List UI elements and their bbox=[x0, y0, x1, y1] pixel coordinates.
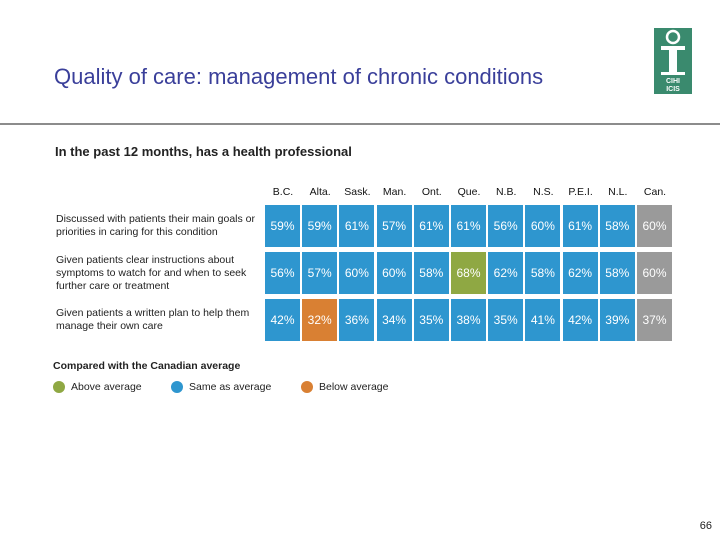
legend-same: Same as average bbox=[171, 381, 271, 393]
legend-same-label: Same as average bbox=[189, 381, 272, 393]
value-cell: 36% bbox=[339, 299, 375, 341]
value-cell: 34% bbox=[376, 299, 412, 341]
value-cell: 41% bbox=[525, 299, 561, 341]
value-cell: 61% bbox=[339, 205, 375, 247]
slide-title: Quality of care: management of chronic c… bbox=[54, 64, 544, 89]
value-cell: 38% bbox=[451, 299, 486, 341]
value-cell: 60% bbox=[637, 205, 672, 247]
column-header: Alta. bbox=[309, 186, 331, 198]
column-header: N.B. bbox=[495, 186, 517, 198]
value-cell: 42% bbox=[265, 299, 300, 341]
column-header: Que. bbox=[457, 186, 481, 198]
value-cell: 57% bbox=[376, 205, 412, 247]
value-cell: 68% bbox=[451, 252, 486, 294]
value-cell: 59% bbox=[265, 205, 300, 247]
value-cell: 61% bbox=[413, 205, 449, 247]
value-cell: 35% bbox=[413, 299, 449, 341]
value-cell: 62% bbox=[562, 252, 598, 294]
question-subtitle: In the past 12 months, has a health prof… bbox=[55, 144, 352, 159]
legend-above: Above average bbox=[53, 381, 142, 393]
page-number: 66 bbox=[699, 520, 712, 532]
value-cell: 58% bbox=[525, 252, 561, 294]
cihi-logo: CIHI ICIS bbox=[654, 28, 692, 94]
column-header: Sask. bbox=[344, 186, 371, 198]
value-cell: 59% bbox=[302, 205, 338, 247]
value-cell: 37% bbox=[637, 299, 672, 341]
logo-line1: CIHI bbox=[666, 78, 680, 85]
orange-dot-icon bbox=[301, 381, 313, 393]
row-label: Discussed with patients their main goals… bbox=[56, 213, 256, 238]
value-cell: 58% bbox=[413, 252, 449, 294]
logo-line2: ICIS bbox=[666, 86, 680, 93]
row-label: Given patients clear instructions about … bbox=[56, 254, 247, 292]
value-cell: 62% bbox=[488, 252, 524, 294]
value-cell: 61% bbox=[562, 205, 598, 247]
value-cell: 39% bbox=[599, 299, 635, 341]
column-header: N.S. bbox=[533, 186, 554, 198]
column-header: B.C. bbox=[272, 186, 294, 198]
value-cell: 32% bbox=[302, 299, 338, 341]
value-cell: 57% bbox=[302, 252, 338, 294]
legend-below-label: Below average bbox=[319, 381, 389, 393]
legend-title: Compared with the Canadian average bbox=[53, 360, 241, 372]
value-cell: 61% bbox=[451, 205, 486, 247]
column-header: Can. bbox=[643, 186, 667, 198]
row-label: Given patients a written plan to help th… bbox=[56, 307, 250, 332]
value-cell: 58% bbox=[599, 252, 635, 294]
value-cell: 60% bbox=[637, 252, 672, 294]
column-header: Ont. bbox=[421, 186, 442, 198]
value-cell: 56% bbox=[265, 252, 300, 294]
value-cell: 60% bbox=[525, 205, 561, 247]
title-divider bbox=[0, 123, 720, 125]
legend-below: Below average bbox=[301, 381, 388, 393]
value-cell: 60% bbox=[339, 252, 375, 294]
column-header: P.E.I. bbox=[568, 186, 593, 198]
green-dot-icon bbox=[53, 381, 65, 393]
legend-above-label: Above average bbox=[71, 381, 142, 393]
column-header: N.L. bbox=[608, 186, 628, 198]
value-cell: 56% bbox=[488, 205, 524, 247]
column-header: Man. bbox=[382, 186, 407, 198]
value-cell: 35% bbox=[488, 299, 524, 341]
blue-dot-icon bbox=[171, 381, 183, 393]
value-cell: 58% bbox=[599, 205, 635, 247]
value-cell: 42% bbox=[562, 299, 598, 341]
cihi-logo-icon: CIHI ICIS bbox=[661, 29, 685, 93]
value-cell: 60% bbox=[376, 252, 412, 294]
